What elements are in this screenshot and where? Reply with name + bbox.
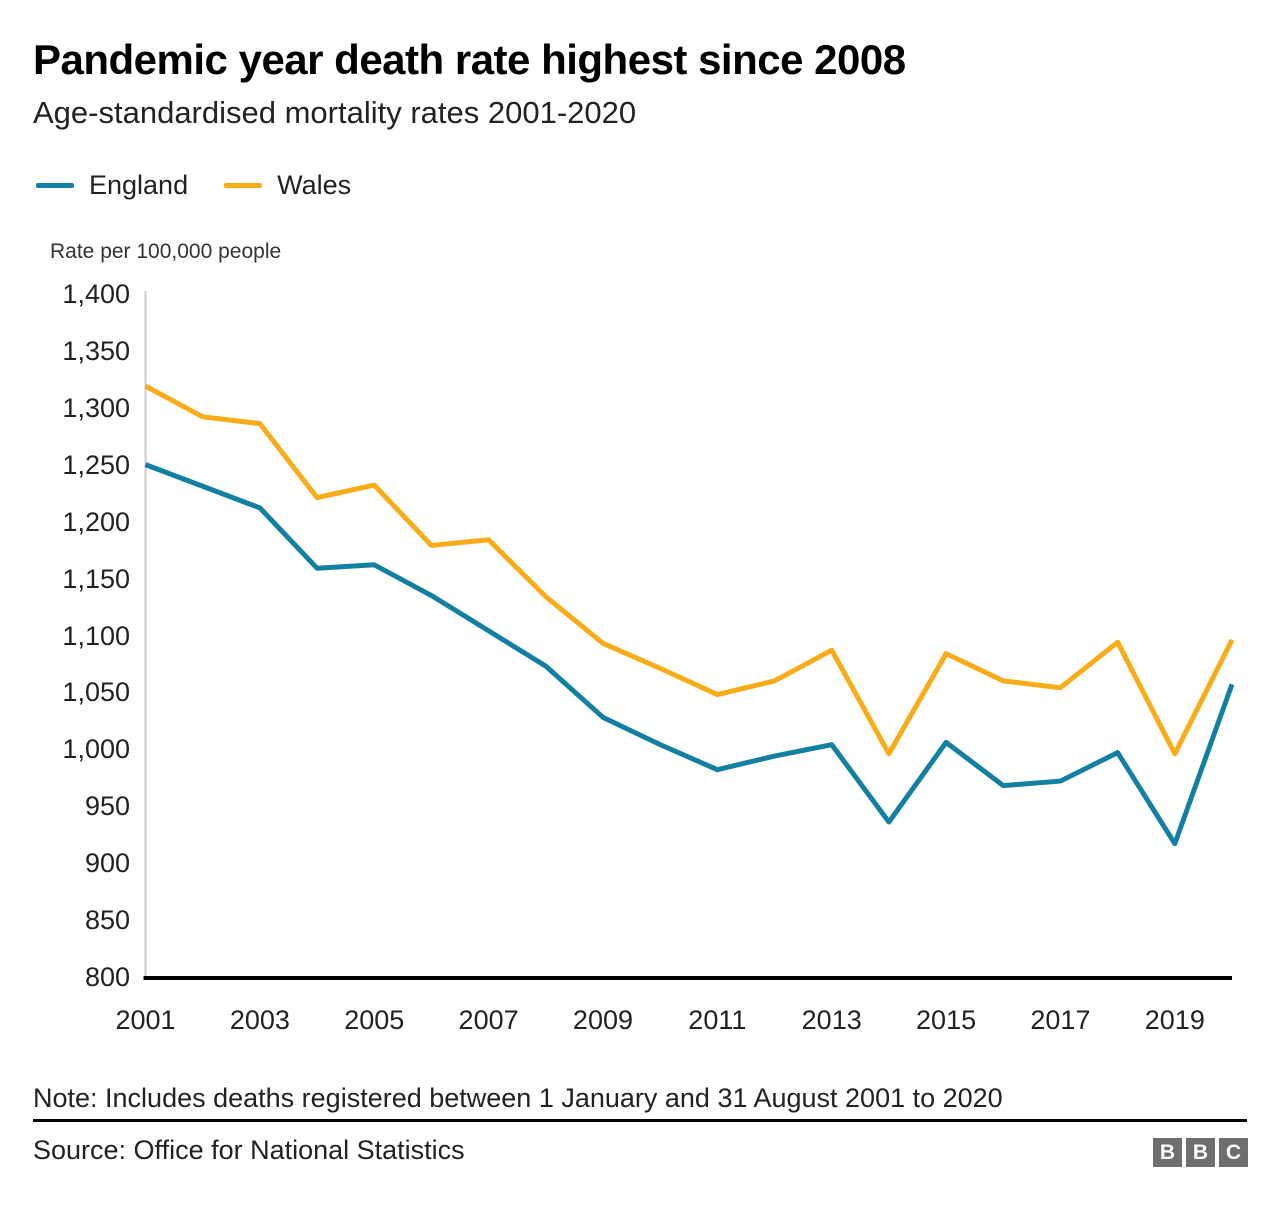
footer-divider [33, 1119, 1247, 1122]
bbc-logo: B B C [1153, 1138, 1248, 1167]
x-tick-label: 2005 [344, 1005, 405, 1035]
legend: England Wales [36, 170, 351, 201]
y-tick-label: 1,350 [62, 335, 130, 366]
wales-line-swatch [224, 183, 263, 188]
chart-note: Note: Includes deaths registered between… [33, 1083, 1003, 1113]
series-line-england [144, 462, 1235, 847]
x-tick-label: 2007 [458, 1005, 519, 1035]
page-title: Pandemic year death rate highest since 2… [33, 36, 906, 83]
x-tick-label: 2019 [1144, 1005, 1205, 1035]
x-tick-label: 2013 [801, 1005, 862, 1035]
legend-item-england: England [36, 170, 188, 201]
y-tick-label: 900 [84, 848, 130, 879]
y-tick-label: 950 [84, 791, 130, 822]
source-credit: Source: Office for National Statistics [33, 1135, 465, 1165]
y-axis-unit-label: Rate per 100,000 people [50, 240, 282, 263]
y-tick-label: 1,100 [62, 620, 130, 651]
bbc-logo-letter: B [1186, 1138, 1215, 1167]
x-tick-label: 2015 [916, 1005, 977, 1035]
y-tick-label: 1,150 [62, 563, 130, 594]
y-tick-label: 1,200 [62, 506, 130, 537]
x-tick-label: 2009 [572, 1005, 633, 1035]
x-tick-label: 2003 [229, 1005, 290, 1035]
legend-label-england: England [89, 170, 189, 200]
y-tick-label: 1,400 [62, 279, 130, 309]
series-line-wales [144, 383, 1235, 757]
y-tick-label: 1,250 [62, 449, 130, 480]
bbc-logo-letter: C [1219, 1138, 1248, 1167]
y-tick-label: 800 [84, 962, 130, 992]
bbc-logo-letter: B [1153, 1138, 1182, 1167]
y-tick-label: 1,050 [62, 677, 130, 708]
legend-label-wales: Wales [277, 170, 352, 200]
x-tick-label: 2001 [115, 1005, 176, 1035]
y-tick-label: 850 [84, 905, 130, 936]
x-tick-label: 2011 [688, 1005, 747, 1035]
legend-item-wales: Wales [224, 170, 351, 201]
page-subtitle: Age-standardised mortality rates 2001-20… [33, 95, 637, 130]
england-line-swatch [36, 183, 74, 188]
y-tick-label: 1,300 [62, 392, 130, 423]
y-tick-label: 1,000 [62, 734, 130, 765]
x-tick-label: 2017 [1030, 1005, 1091, 1035]
